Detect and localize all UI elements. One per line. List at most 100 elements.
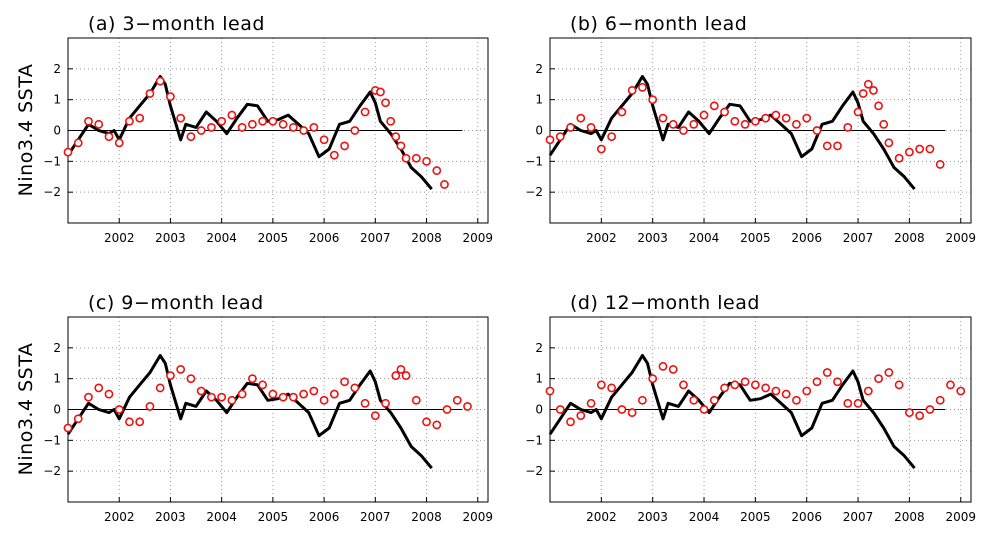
forecast-point xyxy=(853,107,863,117)
forecast-point xyxy=(145,402,155,411)
forecast-point xyxy=(689,395,699,405)
observed-series-line xyxy=(548,354,916,470)
forecast-point xyxy=(843,398,853,408)
x-tick-label: 2006 xyxy=(309,231,340,245)
forecast-point xyxy=(329,150,339,160)
forecast-point xyxy=(278,119,288,129)
forecast-point xyxy=(63,147,73,157)
forecast-point xyxy=(699,110,709,120)
forecast-point xyxy=(166,371,175,380)
y-tick-label: 2 xyxy=(53,62,61,76)
forecast-point xyxy=(576,411,586,421)
forecast-point xyxy=(709,395,719,405)
forecast-point xyxy=(288,123,298,132)
forecast-point xyxy=(709,101,719,111)
forecast-point xyxy=(376,87,385,97)
forecast-point xyxy=(596,144,606,154)
forecast-point xyxy=(288,392,298,402)
forecast-point xyxy=(545,386,555,396)
y-axis-label: Nino3.4 SSTA xyxy=(15,64,37,197)
forecast-point xyxy=(381,398,390,408)
x-tick-label: 2006 xyxy=(309,510,340,524)
forecast-point xyxy=(812,126,822,135)
forecast-point xyxy=(627,408,637,417)
forecast-point xyxy=(638,395,647,405)
x-tick-label: 2009 xyxy=(462,510,493,524)
forecast-point xyxy=(925,144,935,154)
forecast-point xyxy=(874,101,883,111)
forecast-point xyxy=(396,141,406,151)
y-tick-label: −1 xyxy=(43,154,61,168)
forecast-point xyxy=(268,389,278,399)
y-tick-label: −2 xyxy=(43,185,61,199)
forecast-point xyxy=(350,126,360,135)
forecast-point xyxy=(401,153,411,163)
forecast-point xyxy=(750,380,760,390)
forecast-point xyxy=(227,110,237,120)
forecast-point xyxy=(894,153,904,163)
forecast-point xyxy=(176,365,186,374)
y-tick-label: 1 xyxy=(535,372,543,386)
forecast-point xyxy=(894,380,904,390)
forecast-point xyxy=(863,386,873,396)
forecast-point xyxy=(617,107,627,117)
x-tick-label: 2008 xyxy=(411,231,442,245)
forecast-point xyxy=(217,116,227,126)
x-tick-label: 2008 xyxy=(894,231,925,245)
x-tick-label: 2004 xyxy=(689,231,720,245)
forecast-point xyxy=(73,138,83,148)
x-tick-label: 2007 xyxy=(360,231,391,245)
x-tick-label: 2007 xyxy=(843,231,874,245)
y-tick-label: −1 xyxy=(43,433,61,447)
forecast-point xyxy=(309,123,319,132)
forecast-point xyxy=(145,89,155,98)
forecast-point xyxy=(915,411,925,421)
y-tick-label: 0 xyxy=(535,124,543,138)
forecast-point xyxy=(802,113,812,123)
forecast-point xyxy=(207,123,216,132)
y-tick-label: 1 xyxy=(535,93,543,107)
forecast-point xyxy=(833,377,842,387)
forecast-point xyxy=(869,86,878,95)
x-tick-label: 2003 xyxy=(155,231,186,245)
forecast-point xyxy=(114,405,124,414)
forecast-point xyxy=(350,383,360,393)
x-tick-label: 2009 xyxy=(945,510,976,524)
forecast-point xyxy=(268,116,278,126)
forecast-point xyxy=(843,123,853,132)
panel-c: (c) 9−month lead 2002 2003 2004 2005 2006 200… xyxy=(43,292,493,524)
forecast-point xyxy=(761,383,771,393)
forecast-point xyxy=(386,116,396,126)
forecast-point xyxy=(658,361,668,371)
forecast-point xyxy=(576,113,586,123)
forecast-point xyxy=(217,392,227,402)
x-tick-label: 2008 xyxy=(411,510,442,524)
forecast-point xyxy=(135,113,145,123)
forecast-point xyxy=(792,119,801,129)
forecast-point xyxy=(155,383,165,393)
forecast-point xyxy=(607,383,617,393)
forecast-point xyxy=(915,144,925,154)
forecast-point xyxy=(247,119,257,129)
forecast-point xyxy=(237,123,247,132)
forecast-point xyxy=(771,386,781,396)
y-tick-label: −2 xyxy=(525,185,543,199)
x-tick-label: 2003 xyxy=(155,510,186,524)
panel-title: (c) 9−month lead xyxy=(88,292,264,314)
forecast-point xyxy=(319,135,329,145)
y-axis-label: Nino3.4 SSTA xyxy=(15,343,37,476)
forecast-point xyxy=(186,132,196,142)
forecast-point xyxy=(771,110,781,120)
forecast-point xyxy=(278,392,288,402)
forecast-point xyxy=(822,141,832,151)
forecast-point xyxy=(186,374,196,384)
forecast-point xyxy=(125,116,134,126)
panel-title: (a) 3−month lead xyxy=(88,13,265,35)
forecast-point xyxy=(879,119,889,129)
forecast-point xyxy=(452,395,462,405)
forecast-point xyxy=(104,389,114,399)
forecast-point xyxy=(94,383,104,393)
x-tick-label: 2004 xyxy=(689,510,720,524)
x-tick-label: 2005 xyxy=(740,510,771,524)
